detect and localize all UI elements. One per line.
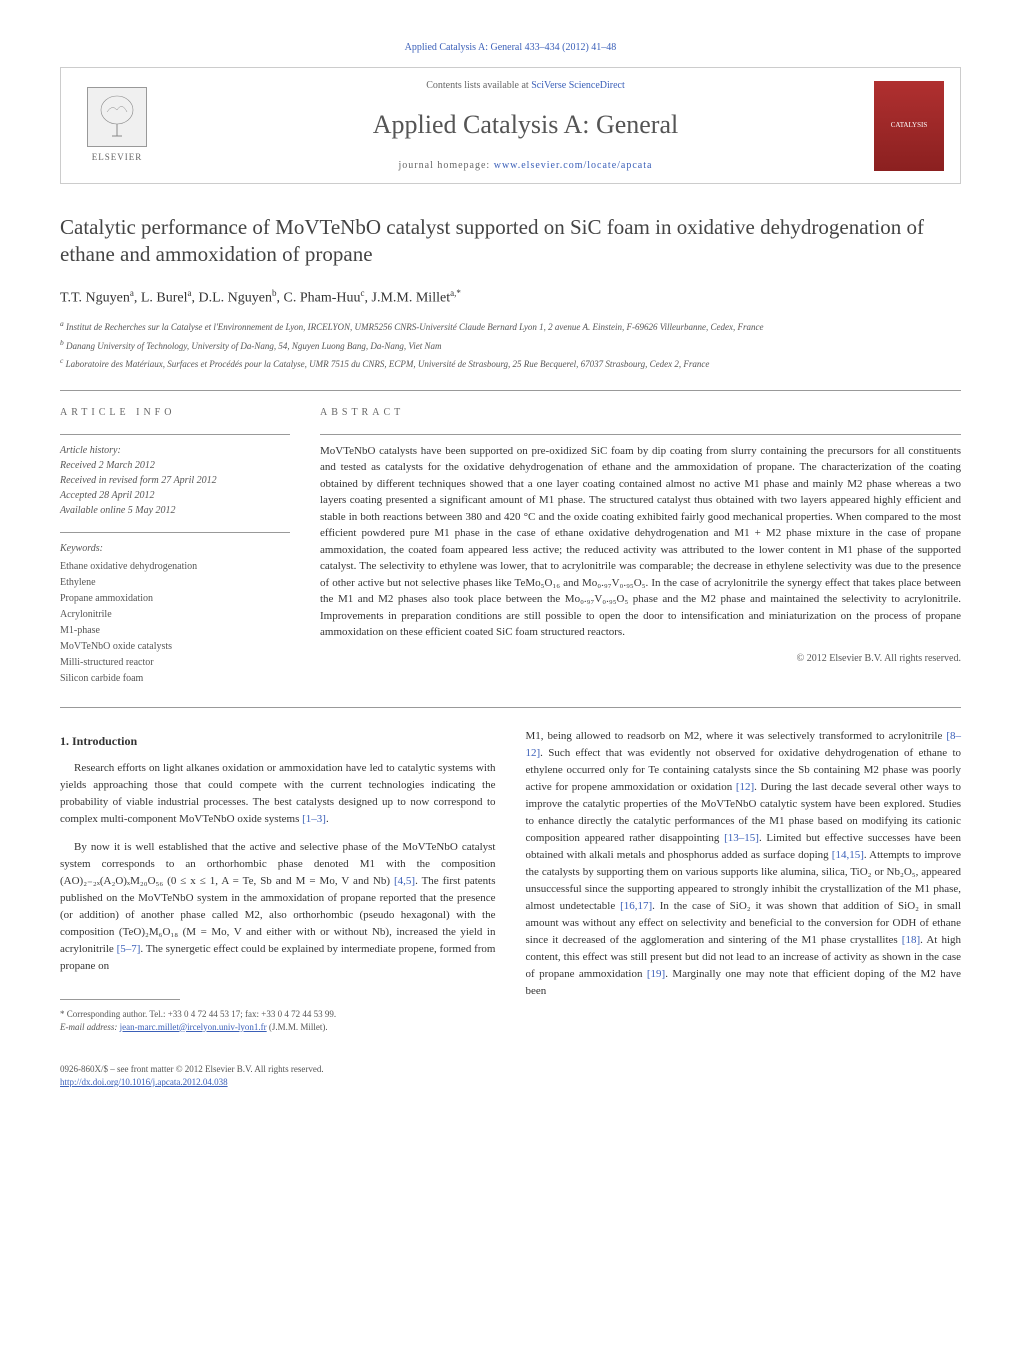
keyword-item: Propane ammoxidation bbox=[60, 591, 290, 607]
abstract-divider bbox=[320, 434, 961, 435]
doi-link[interactable]: http://dx.doi.org/10.1016/j.apcata.2012.… bbox=[60, 1077, 228, 1087]
abstract-text: MoVTeNbO catalysts have been supported o… bbox=[320, 443, 961, 641]
email-line: E-mail address: jean-marc.millet@ircelyo… bbox=[60, 1021, 496, 1034]
corresponding-author-footnote: * Corresponding author. Tel.: +33 0 4 72… bbox=[60, 1008, 496, 1033]
journal-header: ELSEVIER Contents lists available at Sci… bbox=[60, 67, 961, 184]
keyword-item: Ethylene bbox=[60, 575, 290, 591]
keywords-divider bbox=[60, 532, 290, 533]
homepage-link[interactable]: www.elsevier.com/locate/apcata bbox=[494, 160, 653, 171]
affiliation-c: c Laboratoire des Matériaux, Surfaces et… bbox=[60, 355, 961, 372]
keyword-item: Silicon carbide foam bbox=[60, 671, 290, 687]
keyword-item: Ethane oxidative dehydrogenation bbox=[60, 559, 290, 575]
article-title: Catalytic performance of MoVTeNbO cataly… bbox=[60, 214, 961, 269]
affiliation-a: a Institut de Recherches sur la Catalyse… bbox=[60, 318, 961, 335]
elsevier-logo: ELSEVIER bbox=[77, 81, 157, 171]
affiliation-b: b Danang University of Technology, Unive… bbox=[60, 337, 961, 354]
contents-prefix: Contents lists available at bbox=[426, 80, 531, 91]
homepage-prefix: journal homepage: bbox=[399, 160, 494, 171]
info-divider bbox=[60, 434, 290, 435]
email-link[interactable]: jean-marc.millet@ircelyon.univ-lyon1.fr bbox=[120, 1022, 267, 1032]
online-date: Available online 5 May 2012 bbox=[60, 505, 176, 516]
lower-divider bbox=[60, 707, 961, 708]
elsevier-tree-icon bbox=[87, 87, 147, 147]
body-columns: 1. Introduction Research efforts on ligh… bbox=[60, 728, 961, 1033]
intro-p3: M1, being allowed to readsorb on M2, whe… bbox=[526, 728, 962, 1001]
received-date: Received 2 March 2012 bbox=[60, 460, 155, 471]
journal-citation: Applied Catalysis A: General 433–434 (20… bbox=[60, 40, 961, 55]
bottom-meta: 0926-860X/$ – see front matter © 2012 El… bbox=[60, 1063, 961, 1088]
sciencedirect-link[interactable]: SciVerse ScienceDirect bbox=[531, 80, 625, 91]
info-abstract-row: ARTICLE INFO Article history: Received 2… bbox=[60, 405, 961, 687]
elsevier-label: ELSEVIER bbox=[92, 151, 143, 165]
email-label: E-mail address: bbox=[60, 1022, 120, 1032]
accepted-date: Accepted 28 April 2012 bbox=[60, 490, 155, 501]
keywords-list: Ethane oxidative dehydrogenationEthylene… bbox=[60, 559, 290, 687]
abstract-head: ABSTRACT bbox=[320, 405, 961, 424]
footnote-separator bbox=[60, 999, 180, 1000]
intro-p1: Research efforts on light alkanes oxidat… bbox=[60, 760, 496, 828]
authors-line: T.T. Nguyena, L. Burela, D.L. Nguyenb, C… bbox=[60, 287, 961, 309]
abstract-column: ABSTRACT MoVTeNbO catalysts have been su… bbox=[320, 405, 961, 687]
corresponding-line: * Corresponding author. Tel.: +33 0 4 72… bbox=[60, 1008, 496, 1021]
abstract-copyright: © 2012 Elsevier B.V. All rights reserved… bbox=[320, 651, 961, 666]
divider bbox=[60, 390, 961, 391]
column-right: M1, being allowed to readsorb on M2, whe… bbox=[526, 728, 962, 1033]
keywords-block: Keywords: Ethane oxidative dehydrogenati… bbox=[60, 541, 290, 687]
intro-p2: By now it is well established that the a… bbox=[60, 839, 496, 975]
affiliations: a Institut de Recherches sur la Catalyse… bbox=[60, 318, 961, 372]
homepage-line: journal homepage: www.elsevier.com/locat… bbox=[177, 158, 874, 173]
journal-cover-thumb: CATALYSIS bbox=[874, 81, 944, 171]
issn-line: 0926-860X/$ – see front matter © 2012 El… bbox=[60, 1063, 961, 1076]
keyword-item: M1-phase bbox=[60, 623, 290, 639]
article-info: ARTICLE INFO Article history: Received 2… bbox=[60, 405, 290, 687]
contents-line: Contents lists available at SciVerse Sci… bbox=[177, 78, 874, 93]
article-info-head: ARTICLE INFO bbox=[60, 405, 290, 424]
journal-title: Applied Catalysis A: General bbox=[177, 105, 874, 144]
revised-date: Received in revised form 27 April 2012 bbox=[60, 475, 217, 486]
column-left: 1. Introduction Research efforts on ligh… bbox=[60, 728, 496, 1033]
keyword-item: MoVTeNbO oxide catalysts bbox=[60, 639, 290, 655]
email-tail: (J.M.M. Millet). bbox=[267, 1022, 328, 1032]
keyword-item: Acrylonitrile bbox=[60, 607, 290, 623]
article-history: Article history: Received 2 March 2012 R… bbox=[60, 443, 290, 518]
keyword-item: Milli-structured reactor bbox=[60, 655, 290, 671]
header-center: Contents lists available at SciVerse Sci… bbox=[177, 78, 874, 173]
keywords-label: Keywords: bbox=[60, 541, 290, 557]
intro-heading: 1. Introduction bbox=[60, 732, 496, 751]
history-label: Article history: bbox=[60, 445, 121, 456]
